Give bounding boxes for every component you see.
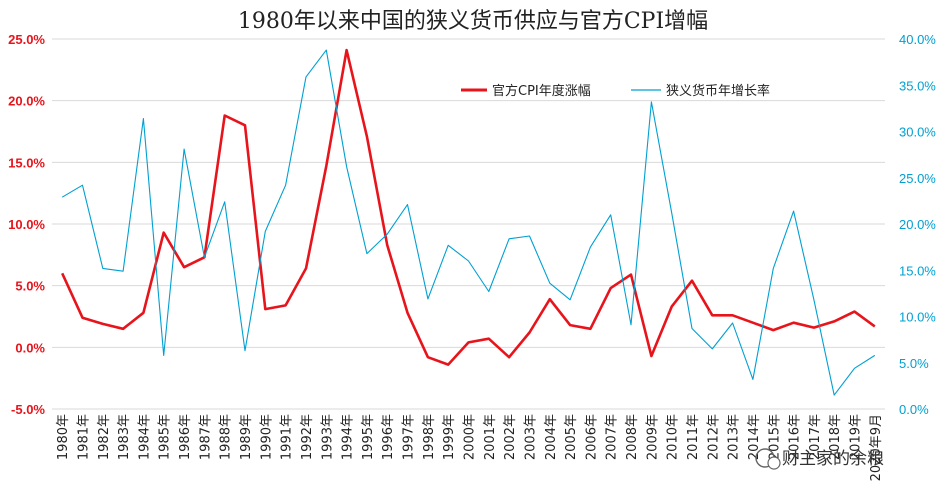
x-tick-label: 2017年: [808, 414, 823, 460]
left-axis: -5.0% 0.0% 5.0% 10.0% 15.0% 20.0% 25.0%: [8, 32, 45, 417]
x-tick-label: 1987年: [198, 414, 213, 460]
x-tick-label: 2014年: [747, 414, 762, 460]
x-tick-label: 2005年: [564, 414, 579, 460]
x-tick-label: 2010年: [666, 414, 681, 460]
left-tick-label: 5.0%: [15, 279, 45, 294]
legend-label-m1: 狭义货币年增长率: [666, 83, 770, 99]
x-tick-label: 1981年: [76, 414, 91, 460]
x-tick-label: 1997年: [402, 414, 417, 460]
x-tick-label: 1992年: [300, 414, 315, 460]
x-tick-label: 1980年: [56, 414, 71, 460]
x-tick-label: 2012年: [706, 414, 721, 460]
left-tick-label: 15.0%: [8, 155, 45, 170]
chart-title: 1980年以来中国的狭义货币供应与官方CPI增幅: [238, 9, 708, 34]
right-axis: 0.0% 5.0% 10.0% 15.0% 20.0% 25.0% 30.0% 35.0% 40…: [899, 32, 936, 417]
x-tick-label: 2002年: [503, 414, 518, 460]
legend: 官方CPI年度涨幅 狭义货币年增长率: [461, 83, 770, 99]
x-tick-label: 2011年: [686, 414, 701, 460]
x-tick-label: 1998年: [422, 414, 437, 460]
x-tick-label: 2000年: [463, 414, 478, 460]
x-tick-label: 2020年9月: [869, 414, 884, 481]
right-tick-label: 35.0%: [899, 78, 936, 93]
x-tick-label: 1993年: [320, 414, 335, 460]
x-tick-label: 1986年: [178, 414, 193, 460]
x-tick-label: 1999年: [442, 414, 457, 460]
x-tick-label: 2001年: [483, 414, 498, 460]
left-tick-label: 0.0%: [15, 340, 45, 355]
left-tick-label: 20.0%: [8, 94, 45, 109]
right-tick-label: 20.0%: [899, 217, 936, 232]
x-tick-label: 1988年: [219, 414, 234, 460]
series-line-m1: [61, 49, 876, 396]
series-lines: [61, 48, 876, 396]
x-tick-label: 2016年: [788, 414, 803, 460]
x-tick-label: 1982年: [97, 414, 112, 460]
legend-label-cpi: 官方CPI年度涨幅: [492, 83, 591, 99]
x-tick-label: 1989年: [239, 414, 254, 460]
x-tick-label: 2008年: [625, 414, 640, 460]
x-tick-label: 2007年: [605, 414, 620, 460]
right-tick-label: 0.0%: [899, 402, 929, 417]
x-tick-label: 1995年: [361, 414, 376, 460]
right-tick-label: 30.0%: [899, 125, 936, 140]
watermark-text: 财主家的余粮: [782, 449, 884, 469]
x-tick-label: 2015年: [767, 414, 782, 460]
x-tick-label: 2019年: [849, 414, 864, 460]
right-tick-label: 40.0%: [899, 32, 936, 47]
series-line-cpi: [61, 48, 876, 366]
x-tick-label: 2018年: [828, 414, 843, 460]
x-tick-label: 2013年: [727, 414, 742, 460]
x-axis: 1980年 1981年 1982年 1983年 1984年 1985年 1986年 1987年…: [56, 414, 884, 481]
right-tick-label: 10.0%: [899, 310, 936, 325]
right-tick-label: 15.0%: [899, 263, 936, 278]
x-tick-label: 1991年: [280, 414, 295, 460]
watermark: 财主家的余粮: [755, 448, 884, 470]
x-tick-label: 1994年: [341, 414, 356, 460]
x-tick-label: 1990年: [259, 414, 274, 460]
gridlines: [52, 38, 885, 410]
wechat-icon-small: [767, 456, 781, 470]
x-tick-label: 2006年: [584, 414, 599, 460]
x-tick-label: 1983年: [117, 414, 132, 460]
x-tick-label: 1984年: [137, 414, 152, 460]
right-tick-label: 25.0%: [899, 171, 936, 186]
x-tick-label: 2004年: [544, 414, 559, 460]
right-tick-label: 5.0%: [899, 356, 929, 371]
x-tick-label: 2003年: [523, 414, 538, 460]
left-tick-label: -5.0%: [11, 402, 45, 417]
left-tick-label: 25.0%: [8, 32, 45, 47]
x-tick-label: 1996年: [381, 414, 396, 460]
x-tick-label: 1985年: [158, 414, 173, 460]
left-tick-label: 10.0%: [8, 217, 45, 232]
x-tick-label: 2009年: [645, 414, 660, 460]
